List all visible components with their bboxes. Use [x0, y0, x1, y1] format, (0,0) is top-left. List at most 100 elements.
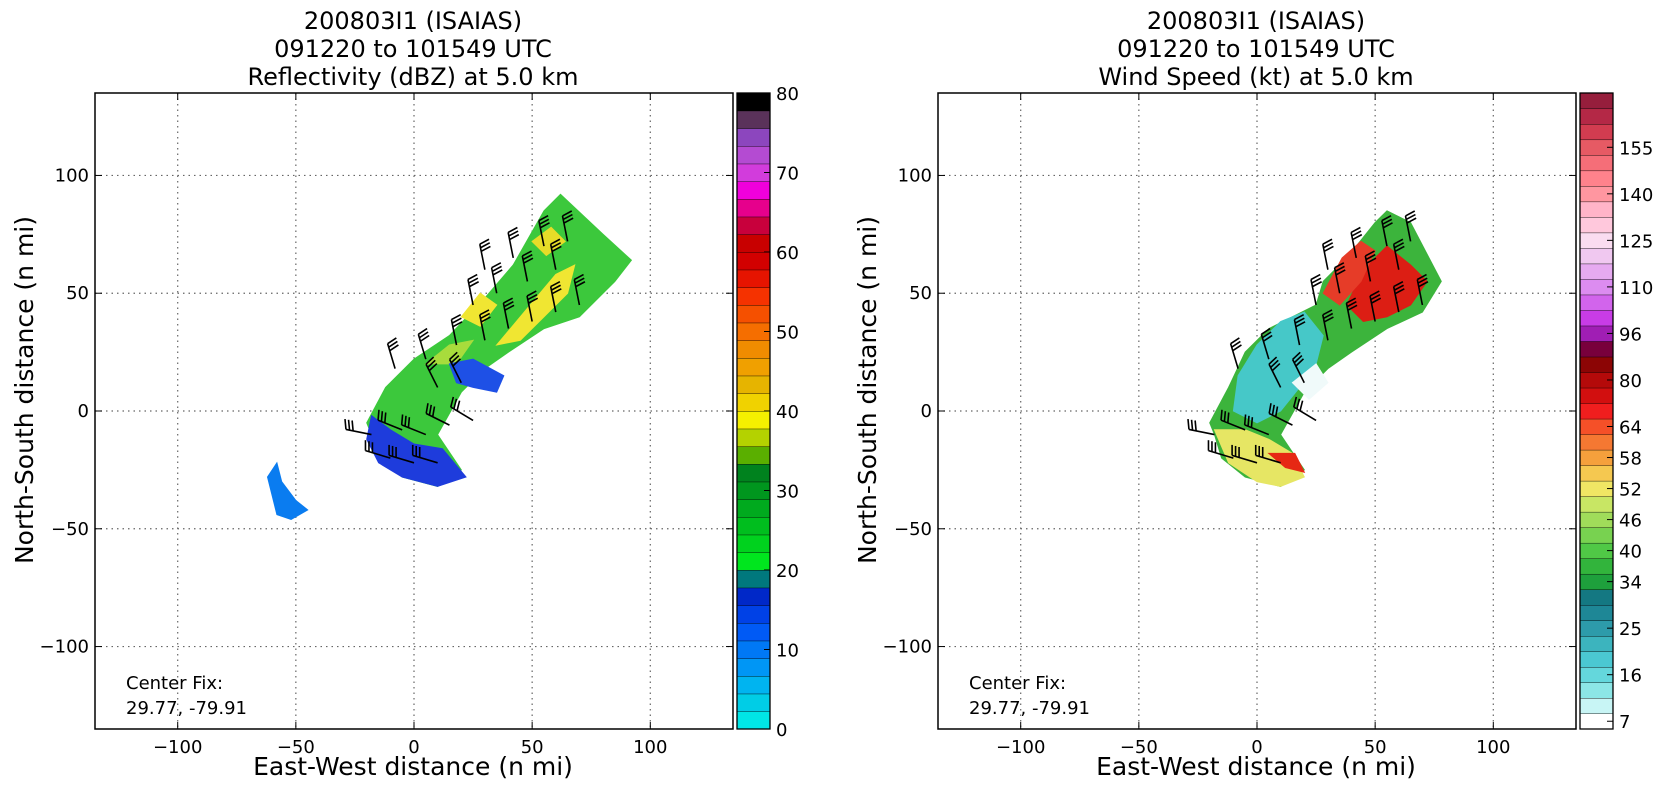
wind-barb-feather — [1294, 313, 1305, 321]
data-region-east-blue — [448, 358, 505, 393]
wind-barb-shaft — [1220, 419, 1246, 431]
wind-barb-feather — [344, 418, 347, 430]
wind-barb-feather — [551, 242, 561, 249]
wind-barb-feather — [1294, 317, 1305, 324]
wind-barb-shaft — [1350, 232, 1358, 259]
wind-barb-feather — [1322, 238, 1333, 245]
wind-barb-feather — [1405, 210, 1416, 217]
colorbar: 0 10 20 30 40 50 60 70 80 — [736, 84, 799, 741]
wind-barb-feather — [523, 257, 534, 264]
colorbar-swatch — [1579, 263, 1614, 280]
colorbar-swatch — [1579, 387, 1614, 404]
wind-barb-feather — [1382, 222, 1393, 229]
wind-barb-feather — [1190, 419, 1194, 431]
colorbar-swatch — [1579, 294, 1614, 311]
wind-barb-feather — [539, 218, 550, 225]
colorbar-tick-label: 10 — [776, 641, 799, 662]
colorbar-tick-label: 80 — [1619, 371, 1642, 392]
colorbar-swatch — [736, 375, 771, 394]
colorbar-swatch — [1579, 496, 1614, 513]
wind-barb-feather — [377, 409, 380, 421]
colorbar-tick-label: 70 — [776, 164, 799, 185]
colorbar-swatch — [736, 463, 771, 483]
colorbar-tick-label: 125 — [1619, 231, 1653, 252]
colorbar-tick-label: 110 — [1619, 278, 1653, 299]
x-tick-label: 0 — [1251, 737, 1262, 758]
wind-barb-feather — [1393, 238, 1404, 245]
wind-barb-feather — [1370, 293, 1381, 301]
x-tick-label: 50 — [1364, 737, 1387, 758]
wind-speed-panel: 200803I1 (ISAIAS) 091220 to 101549 UTC W… — [853, 7, 1653, 781]
center-fix-label: Center Fix: — [126, 673, 223, 694]
wind-barb-feather — [468, 277, 479, 284]
wind-barb-feather — [428, 404, 433, 416]
wind-barb-shaft — [1392, 244, 1400, 270]
wind-barb-feather — [574, 277, 585, 284]
colorbar-swatch — [1579, 170, 1614, 187]
wind-barb-feather — [539, 222, 550, 229]
wind-barb-feather — [1323, 245, 1334, 253]
wind-barb-feather — [1292, 351, 1301, 361]
colorbar-swatch — [736, 516, 771, 536]
wind-barb-shaft — [450, 319, 458, 346]
y-tick-label: 0 — [78, 401, 89, 422]
data-regions — [1209, 210, 1442, 487]
colorbar-tick-label: 155 — [1619, 138, 1653, 159]
colorbar-swatch — [736, 658, 771, 677]
wind-barb-feather — [407, 417, 411, 428]
wind-barb-shaft — [365, 449, 391, 459]
wind-barb-feather — [1293, 354, 1303, 364]
wind-barb-shaft — [1244, 424, 1270, 436]
colorbar-swatch — [1579, 651, 1614, 668]
wind-barb-feather — [573, 273, 584, 281]
wind-barb-feather — [1232, 344, 1242, 352]
center-fix-value: 29.77, -79.91 — [969, 698, 1090, 719]
y-axis-label: North-South distance (n mi) — [853, 216, 882, 564]
chart-title-line-2: 091220 to 101549 UTC — [274, 35, 552, 63]
colorbar-swatch — [736, 428, 771, 447]
colorbar-tick-label: 52 — [1619, 480, 1642, 501]
wind-barb-feather — [480, 242, 491, 249]
data-region-isolated-cell — [266, 461, 309, 520]
wind-barb-feather — [528, 297, 539, 304]
wind-barb-feather — [1350, 226, 1361, 234]
x-axis-label: East-West distance (n mi) — [1096, 752, 1416, 781]
colorbar-swatch — [1579, 92, 1614, 110]
wind-barb-feather — [453, 398, 458, 410]
wind-barb-shaft — [1392, 286, 1400, 313]
wind-barb-feather — [1227, 412, 1230, 423]
wind-barb-feather — [1346, 297, 1357, 304]
wind-barb-feather — [1347, 304, 1358, 311]
colorbar-tick-label: 16 — [1619, 666, 1642, 687]
colorbar-swatch — [736, 110, 771, 129]
wind-barb-feather — [1271, 404, 1276, 416]
wind-barb-feather — [1382, 218, 1393, 225]
y-tick-label: 0 — [921, 401, 932, 422]
colorbar-frame — [1579, 92, 1614, 730]
wind-barb-shaft — [425, 363, 439, 388]
wind-barb-feather — [1274, 406, 1279, 417]
wind-barb-feather — [1365, 253, 1376, 261]
wind-barb-shaft — [1310, 279, 1317, 306]
y-tick-label: 50 — [909, 283, 932, 304]
wind-barb-shaft — [1322, 244, 1329, 270]
wind-barb-feather — [563, 217, 574, 224]
colorbar-swatch — [736, 711, 771, 730]
colorbar-swatch — [736, 198, 771, 218]
wind-barb-feather — [427, 359, 436, 369]
wind-barb-shaft — [388, 454, 415, 464]
wind-barb-feather — [522, 253, 533, 261]
center-fix-value: 29.77, -79.91 — [126, 698, 247, 719]
wind-barb-shaft — [526, 295, 533, 322]
wind-barb-shaft — [479, 314, 486, 341]
wind-barb-feather — [1371, 297, 1382, 304]
colorbar-tick-label: 96 — [1619, 324, 1642, 345]
wind-barb-feather — [380, 411, 384, 422]
wind-barb-feather — [1393, 280, 1404, 288]
wind-barb-feather — [419, 334, 430, 342]
wind-barb-feather — [1243, 414, 1247, 425]
wind-barb-shaft — [1268, 363, 1282, 388]
wind-barb-feather — [400, 414, 404, 425]
x-tick-label: 50 — [521, 737, 544, 758]
center-fix-label: Center Fix: — [969, 673, 1066, 694]
